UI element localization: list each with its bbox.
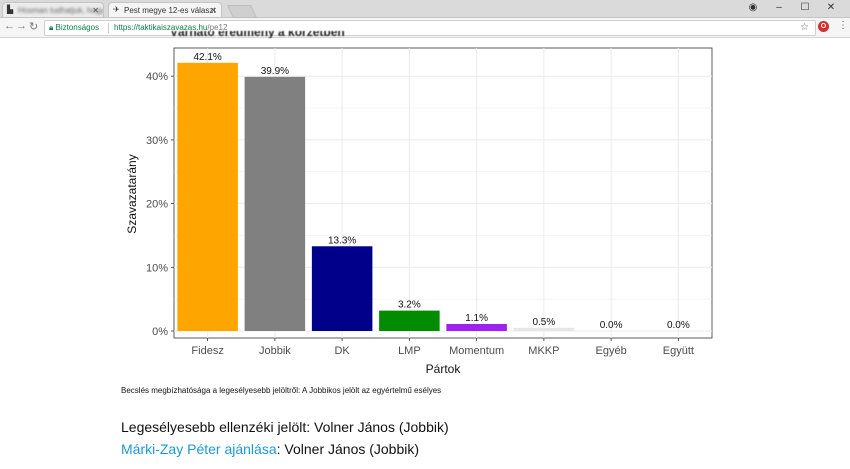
x-tick-label: Momentum (449, 345, 504, 357)
bar (379, 310, 440, 331)
y-tick-label: 10% (146, 262, 168, 274)
close-icon[interactable]: ✕ (92, 6, 99, 15)
data-labels: 42.1% 39.9% 13.3% 3.2% 1.1% 0.5% 0.0% 0.0% (193, 52, 689, 331)
profile-icon[interactable]: ◉ (748, 2, 758, 13)
bar (513, 327, 575, 331)
data-label: 3.2% (398, 300, 421, 311)
maximize-icon[interactable]: ☐ (800, 2, 810, 13)
x-axis-title: Pártok (426, 362, 462, 376)
y-tick-label: 30% (146, 135, 168, 147)
x-tick-label: Egyéb (596, 345, 627, 357)
y-tick-label: 20% (146, 199, 168, 211)
tab-1[interactable]: ▙ Hosman tudhatjuk, hogy ✕ (2, 2, 104, 17)
candidate-line: Legesélyesebb ellenzéki jelölt: Volner J… (121, 419, 449, 435)
candidate-label: Legesélyesebb ellenzéki jelölt: (121, 419, 311, 435)
data-label: 1.1% (465, 313, 488, 324)
reliability-note: Becslés megbízhatósága a legesélyesebb j… (121, 386, 442, 395)
secure-indicator[interactable]: 🔒︎ Biztonságos (49, 21, 99, 35)
x-tick-label: DK (334, 345, 350, 357)
lock-icon: 🔒︎ (49, 23, 54, 32)
candidate-value: Volner János (Jobbik) (314, 419, 449, 435)
menu-icon[interactable]: ⋮ (838, 20, 848, 31)
bookmark-star-icon[interactable]: ☆ (800, 22, 809, 33)
close-icon[interactable]: ✕ (210, 6, 217, 15)
data-label: 39.9% (261, 66, 289, 77)
data-label: 0.5% (532, 317, 555, 328)
browser-toolbar: ← → ↻ 🔒︎ Biztonságos https://taktikaisza… (0, 18, 850, 38)
y-tick-label: 0% (152, 326, 168, 338)
bar (244, 76, 306, 331)
bar (177, 62, 238, 331)
x-axis: Fidesz Jobbik DK LMP Momentum MKKP Egyéb Együtt (191, 338, 694, 357)
url-path: /pe12 (207, 23, 228, 32)
chart-title: Várható eredmény a körzetben (170, 31, 345, 38)
site-favicon-icon: ▙ (7, 5, 14, 14)
bar (311, 246, 373, 331)
address-bar[interactable]: 🔒︎ Biztonságos https://taktikaiszavazas.… (44, 20, 816, 36)
recommendation-line: Márki-Zay Péter ajánlása: Volner János (… (121, 441, 419, 457)
tab-1-title: Hosman tudhatjuk, hogy (18, 6, 104, 15)
data-label: 0.0% (600, 320, 623, 331)
x-tick-label: LMP (398, 345, 421, 357)
bar (446, 323, 507, 331)
y-axis: 0% 10% 20% 30% 40% (146, 71, 174, 338)
tab-strip: ▙ Hosman tudhatjuk, hogy ✕ ✈ Pest megye … (0, 0, 850, 18)
x-tick-label: Együtt (663, 345, 694, 357)
data-label: 13.3% (328, 235, 356, 246)
url-host: https://taktikaiszavazas.hu (114, 23, 208, 32)
x-tick-label: MKKP (528, 345, 559, 357)
window-controls: ◉ – ☐ ✕ (740, 2, 844, 13)
forward-icon[interactable]: → (16, 20, 27, 32)
site-favicon-icon: ✈ (113, 5, 120, 14)
bars (177, 62, 575, 331)
reload-icon[interactable]: ↻ (29, 21, 39, 33)
close-window-icon[interactable]: ✕ (826, 2, 836, 13)
y-axis-title: Szavazatarány (125, 154, 139, 233)
tab-2[interactable]: ✈ Pest megye 12-es választ ✕ (108, 2, 222, 17)
tab-2-title: Pest megye 12-es választ (124, 6, 216, 15)
y-tick-label: 40% (146, 71, 168, 83)
divider (108, 23, 109, 33)
x-tick-label: Jobbik (259, 345, 291, 357)
extension-icon[interactable]: O (818, 21, 829, 32)
recommendation-link[interactable]: Márki-Zay Péter ajánlása (121, 441, 277, 457)
back-icon[interactable]: ← (4, 20, 15, 32)
recommendation-value: : Volner János (Jobbik) (276, 441, 420, 457)
minimize-icon[interactable]: – (776, 2, 782, 13)
url-text[interactable]: https://taktikaiszavazas.hu/pe12 (114, 21, 227, 35)
secure-label: Biztonságos (55, 23, 100, 32)
data-label: 42.1% (193, 52, 221, 63)
data-label: 0.0% (667, 320, 690, 331)
x-tick-label: Fidesz (191, 345, 223, 357)
